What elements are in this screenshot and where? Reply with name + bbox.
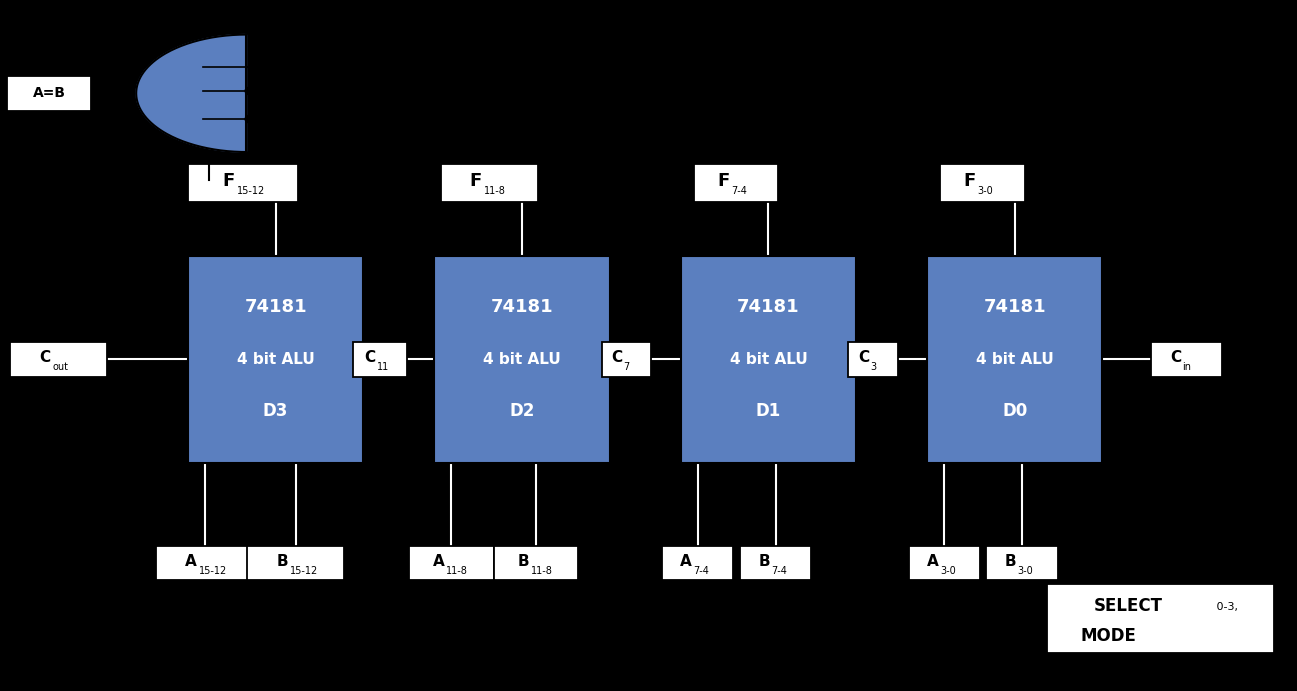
Text: A=B: A=B (32, 86, 66, 100)
Text: A: A (185, 554, 197, 569)
Text: C: C (364, 350, 376, 365)
Text: A: A (681, 554, 693, 569)
FancyBboxPatch shape (246, 546, 344, 580)
Text: 11: 11 (376, 362, 389, 372)
FancyBboxPatch shape (188, 256, 363, 463)
FancyBboxPatch shape (188, 164, 298, 202)
FancyBboxPatch shape (1152, 342, 1222, 377)
Text: out: out (52, 362, 69, 372)
Text: 11-8: 11-8 (530, 566, 553, 576)
Text: F: F (717, 172, 729, 190)
Text: 7-4: 7-4 (732, 186, 747, 196)
Text: A: A (927, 554, 939, 569)
Text: D1: D1 (756, 402, 781, 420)
Text: 3: 3 (870, 362, 875, 372)
FancyBboxPatch shape (940, 164, 1025, 202)
Text: B: B (1005, 554, 1017, 569)
FancyBboxPatch shape (156, 546, 254, 580)
Text: 0-3,: 0-3, (1213, 603, 1237, 612)
Text: C: C (857, 350, 869, 365)
Text: 7-4: 7-4 (694, 566, 709, 576)
Text: C: C (1170, 350, 1182, 365)
Circle shape (245, 114, 263, 124)
FancyBboxPatch shape (661, 546, 734, 580)
Text: F: F (470, 172, 481, 190)
Text: B: B (759, 554, 770, 569)
FancyBboxPatch shape (739, 546, 812, 580)
FancyBboxPatch shape (694, 164, 778, 202)
Text: in: in (1183, 362, 1192, 372)
Text: 15-12: 15-12 (291, 566, 318, 576)
Text: 74181: 74181 (983, 299, 1047, 316)
Circle shape (245, 86, 263, 96)
Text: D2: D2 (510, 402, 534, 420)
FancyBboxPatch shape (493, 546, 577, 580)
Text: 74181: 74181 (737, 299, 800, 316)
Text: 4 bit ALU: 4 bit ALU (730, 352, 807, 367)
Text: 15-12: 15-12 (198, 566, 227, 576)
FancyBboxPatch shape (410, 546, 493, 580)
Text: F: F (964, 172, 975, 190)
Text: C: C (611, 350, 623, 365)
FancyBboxPatch shape (434, 256, 610, 463)
FancyBboxPatch shape (6, 76, 91, 111)
Text: 11-8: 11-8 (446, 566, 468, 576)
Text: B: B (276, 554, 288, 569)
FancyBboxPatch shape (353, 342, 407, 377)
FancyBboxPatch shape (441, 164, 538, 202)
FancyBboxPatch shape (848, 342, 898, 377)
Text: 4 bit ALU: 4 bit ALU (484, 352, 560, 367)
Text: 7: 7 (624, 362, 630, 372)
Text: 7-4: 7-4 (772, 566, 787, 576)
Text: 3-0: 3-0 (940, 566, 956, 576)
Text: 74181: 74181 (244, 299, 307, 316)
Text: MODE: MODE (1080, 627, 1137, 645)
FancyBboxPatch shape (681, 256, 856, 463)
Text: C: C (39, 350, 51, 365)
Text: F: F (222, 172, 235, 190)
FancyBboxPatch shape (908, 546, 981, 580)
Polygon shape (136, 35, 246, 152)
Text: D0: D0 (1003, 402, 1027, 420)
Text: 15-12: 15-12 (236, 186, 265, 196)
FancyBboxPatch shape (9, 342, 106, 377)
Text: 3-0: 3-0 (978, 186, 994, 196)
Text: 3-0: 3-0 (1018, 566, 1034, 576)
FancyBboxPatch shape (1048, 584, 1274, 653)
Text: B: B (518, 554, 529, 569)
FancyBboxPatch shape (602, 342, 651, 377)
Text: 11-8: 11-8 (484, 186, 506, 196)
Text: 4 bit ALU: 4 bit ALU (237, 352, 314, 367)
Text: A: A (433, 554, 445, 569)
Text: D3: D3 (263, 402, 288, 420)
Text: 4 bit ALU: 4 bit ALU (977, 352, 1053, 367)
Text: SELECT: SELECT (1093, 597, 1163, 615)
FancyBboxPatch shape (927, 256, 1102, 463)
FancyBboxPatch shape (986, 546, 1058, 580)
Text: 74181: 74181 (490, 299, 554, 316)
